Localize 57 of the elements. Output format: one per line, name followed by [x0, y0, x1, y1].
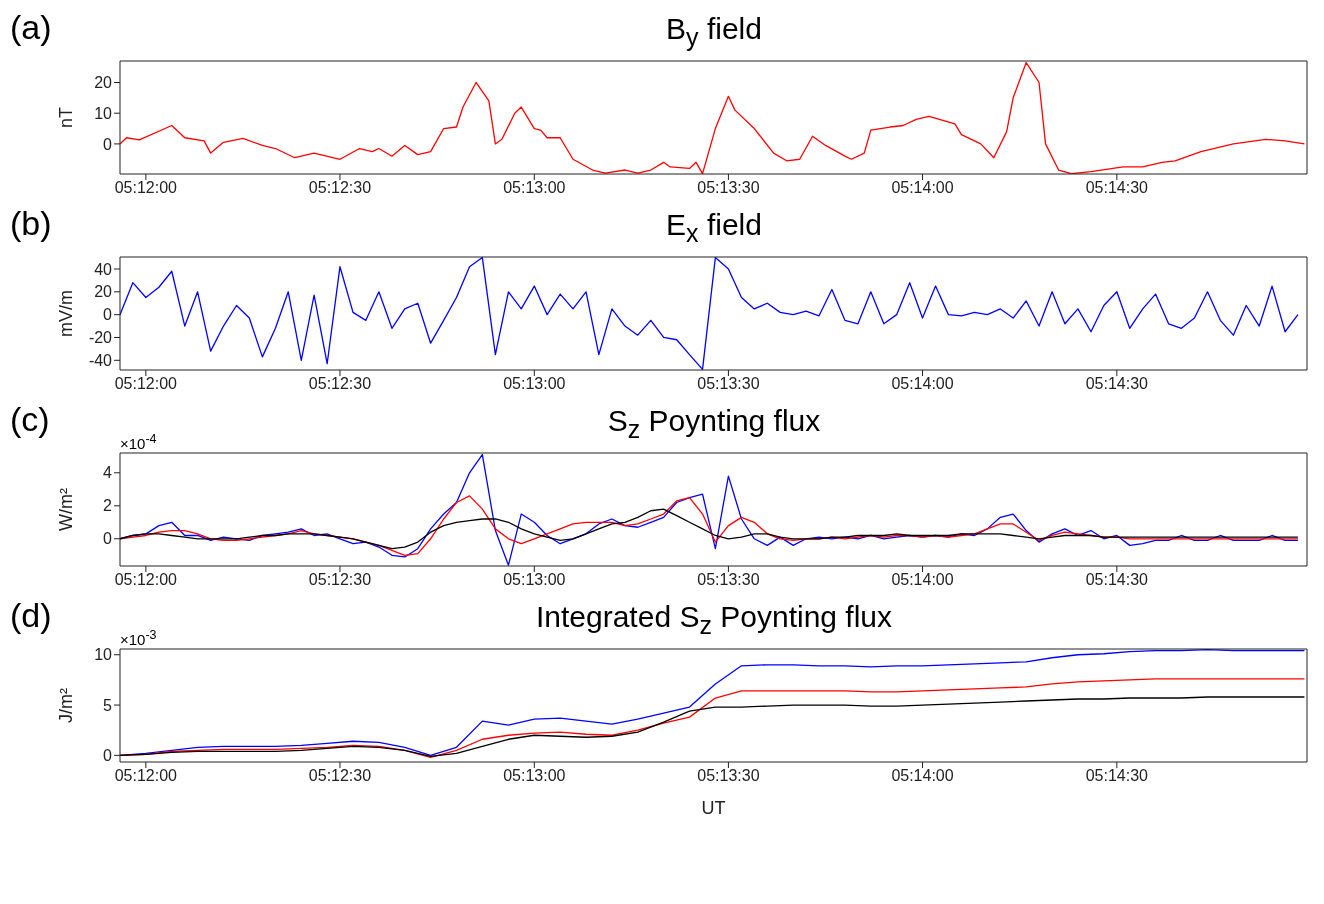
text: (c): [10, 400, 50, 439]
x-tick-label: 05:14:00: [891, 571, 954, 589]
text: (a): [10, 8, 52, 47]
y-axis-title: J/m²: [56, 688, 77, 723]
text: ×10$^{-3}$: [120, 628, 157, 648]
x-tick-label: 05:14:30: [1085, 375, 1149, 393]
y-axis-title: W/m²: [56, 488, 77, 531]
chart-title: E$_{x}$ field: [665, 208, 763, 248]
x-tick-label: 05:14:30: [1085, 571, 1149, 589]
x-tick-label: 05:12:30: [308, 179, 372, 197]
chart-title: S$_{z}$ Poynting flux: [607, 404, 821, 443]
y-tick-label: -40: [88, 351, 113, 369]
y-tick-label: 10: [94, 104, 113, 122]
x-tick-label: 05:14:30: [1085, 179, 1149, 197]
line-series: [120, 257, 1299, 370]
y-tick-label: 0: [103, 135, 113, 153]
chart-title: Integrated S$_{z}$ Poynting flux: [535, 600, 893, 639]
x-tick-label: 05:12:00: [114, 179, 178, 197]
x-tick-label: 05:12:30: [308, 375, 372, 393]
y-tick-label: 20: [94, 283, 113, 301]
x-tick-label: 05:12:30: [308, 571, 372, 589]
text: (d): [10, 596, 52, 635]
text: ×10$^{-4}$: [120, 432, 157, 452]
x-tick-label: 05:13:30: [697, 571, 760, 589]
line-series: [120, 61, 1306, 174]
x-tick-label: 05:13:30: [697, 375, 760, 393]
y-axis-title: nT: [56, 106, 77, 129]
chart-title: B$_{y}$ field: [665, 12, 763, 52]
y-tick-label: 20: [94, 74, 113, 92]
x-tick-label: 05:13:00: [503, 375, 566, 393]
y-tick-label: 0: [103, 747, 113, 765]
y-tick-label: 5: [103, 696, 113, 714]
x-tick-label: 05:13:30: [697, 179, 760, 197]
x-tick-label: 05:12:00: [114, 375, 178, 393]
y-tick-label: 0: [103, 530, 113, 548]
text: (b): [10, 204, 52, 243]
x-tick-label: 05:13:00: [503, 571, 566, 589]
y-tick-label: 0: [103, 306, 113, 324]
y-tick-label: 2: [103, 497, 113, 515]
x-tick-label: 05:13:00: [503, 179, 566, 197]
x-tick-label: 05:12:00: [114, 571, 178, 589]
x-tick-label: 05:13:30: [697, 767, 760, 785]
x-tick-label: 05:14:00: [891, 375, 954, 393]
x-tick-label: 05:14:00: [891, 767, 954, 785]
x-tick-label: 05:14:30: [1085, 767, 1149, 785]
x-axis-title: UT: [701, 798, 726, 818]
x-tick-label: 05:14:00: [891, 179, 954, 197]
y-axis-title: mV/m: [56, 290, 77, 337]
y-tick-label: -20: [88, 329, 113, 347]
x-tick-label: 05:13:00: [503, 767, 566, 785]
line-series: [120, 508, 1299, 550]
x-tick-label: 05:12:00: [114, 767, 178, 785]
x-tick-label: 05:12:30: [308, 767, 372, 785]
y-tick-label: 4: [103, 464, 113, 482]
y-tick-label: 10: [94, 646, 113, 664]
line-series: [120, 696, 1306, 758]
y-tick-label: 40: [94, 260, 113, 278]
